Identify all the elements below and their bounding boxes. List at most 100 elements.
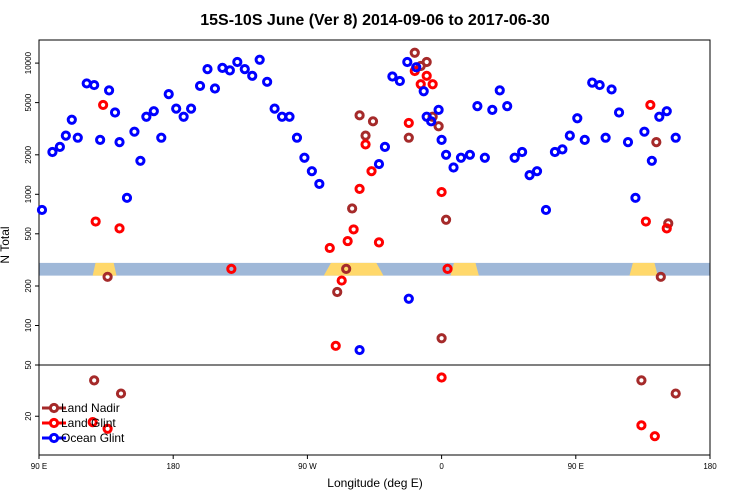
legend-label: Ocean Glint xyxy=(61,431,125,445)
land-band-2 xyxy=(450,262,479,276)
data-point xyxy=(90,216,101,227)
land-band-3 xyxy=(629,262,658,276)
data-point xyxy=(129,126,140,137)
data-point xyxy=(332,286,343,298)
data-point xyxy=(531,166,543,177)
data-point xyxy=(402,56,413,68)
series-2 xyxy=(36,54,681,356)
data-point xyxy=(54,141,65,152)
data-point xyxy=(433,104,444,115)
data-point xyxy=(487,104,498,115)
data-point xyxy=(440,214,452,225)
data-point xyxy=(639,126,650,137)
data-point xyxy=(651,136,662,148)
data-point xyxy=(360,130,371,141)
legend-marker xyxy=(48,417,60,429)
data-point xyxy=(330,340,341,351)
data-point xyxy=(630,192,641,203)
y-tick-label: 200 xyxy=(24,279,33,293)
data-point xyxy=(262,76,273,87)
data-point xyxy=(421,111,432,122)
x-axis-title: Longitude (deg E) xyxy=(327,476,422,490)
data-point xyxy=(479,152,490,163)
data-point xyxy=(366,166,377,177)
data-point xyxy=(360,139,371,150)
x-tick-label: 0 xyxy=(439,462,444,471)
data-point xyxy=(269,103,280,114)
data-point xyxy=(403,117,414,129)
x-tick-label: 90 E xyxy=(31,462,47,471)
data-point xyxy=(613,107,625,118)
data-point xyxy=(171,103,182,114)
data-point xyxy=(121,192,133,203)
data-point xyxy=(387,71,398,82)
data-point xyxy=(649,431,660,442)
data-point xyxy=(436,372,447,383)
data-point xyxy=(600,132,611,143)
band-layer xyxy=(39,262,710,276)
data-point xyxy=(645,99,656,111)
data-point xyxy=(306,166,317,177)
data-point xyxy=(646,155,657,166)
x-tick-label: 180 xyxy=(167,462,181,471)
data-point xyxy=(135,155,146,166)
data-point xyxy=(594,79,605,91)
data-point xyxy=(109,107,121,118)
data-point xyxy=(640,216,651,227)
data-point xyxy=(178,111,189,122)
data-point xyxy=(661,106,672,117)
data-point xyxy=(324,242,335,254)
data-point xyxy=(141,111,152,122)
data-point xyxy=(409,47,420,58)
data-point xyxy=(103,85,115,96)
data-point xyxy=(440,149,452,160)
y-tick-label: 10000 xyxy=(24,51,33,74)
legend-marker xyxy=(48,432,60,444)
data-point xyxy=(284,111,295,122)
data-point xyxy=(299,152,310,163)
data-point xyxy=(209,83,221,94)
data-point xyxy=(102,271,113,282)
data-point xyxy=(373,158,385,170)
data-point xyxy=(47,146,58,158)
data-point xyxy=(403,132,414,143)
data-point xyxy=(394,75,405,87)
x-tick-label: 90 E xyxy=(568,462,584,471)
data-point xyxy=(421,56,432,68)
y-tick-label: 50 xyxy=(24,360,33,369)
data-point xyxy=(436,134,447,145)
data-points xyxy=(36,47,681,442)
data-point xyxy=(98,99,109,111)
data-point xyxy=(670,388,681,399)
data-point xyxy=(379,141,391,152)
land-band-0 xyxy=(92,262,117,276)
y-tick-label: 20 xyxy=(24,411,33,420)
land-band-1 xyxy=(323,262,384,276)
data-point xyxy=(509,152,520,163)
data-point xyxy=(89,375,100,386)
data-point xyxy=(494,85,505,96)
data-point xyxy=(95,134,106,145)
data-point xyxy=(354,183,365,194)
data-point xyxy=(185,103,197,114)
data-point xyxy=(342,235,353,247)
data-point xyxy=(663,218,674,229)
data-point xyxy=(622,136,634,148)
data-point xyxy=(433,121,444,132)
data-point xyxy=(654,111,665,122)
data-point xyxy=(114,136,125,148)
data-point xyxy=(239,64,250,75)
chart-title: 15S-10S June (Ver 8) 2014-09-06 to 2017-… xyxy=(200,12,550,29)
axis-ticks: 90 E 180 90 W 0 90 E 180 100 200 500 1000 2000 5000… xyxy=(24,51,717,471)
data-point xyxy=(115,388,127,399)
x-tick-label: 90 W xyxy=(298,462,317,471)
data-point xyxy=(373,237,385,248)
data-point xyxy=(572,113,583,124)
data-point xyxy=(156,132,167,143)
data-point xyxy=(354,110,365,121)
plot-frame xyxy=(38,39,711,456)
data-point xyxy=(66,114,77,125)
data-point xyxy=(472,101,483,112)
